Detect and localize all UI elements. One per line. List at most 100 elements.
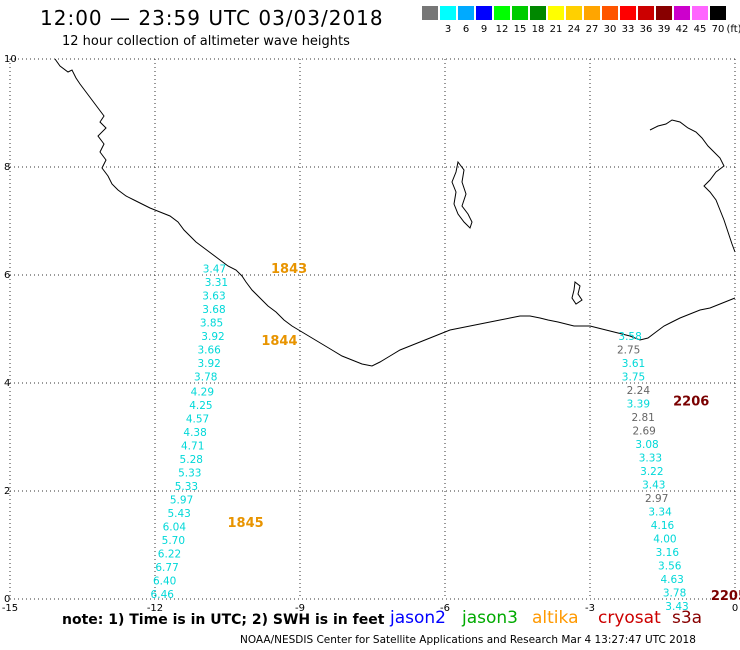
wave-height-value: 6.40 (153, 575, 176, 587)
legend-label: 12 (495, 24, 509, 35)
x-tick-label: -15 (2, 603, 18, 614)
satellite-label: jason3 (462, 608, 518, 628)
x-tick-label: 0 (732, 603, 738, 614)
wave-height-value: 3.78 (663, 587, 686, 599)
wave-height-value: 3.34 (648, 506, 672, 518)
legend-swatch (638, 6, 654, 20)
legend-label: 27 (585, 24, 599, 35)
footer-note: note: 1) Time is in UTC; 2) SWH is in fe… (62, 612, 385, 628)
wave-height-value: 3.66 (197, 344, 221, 356)
credit-line: NOAA/NESDIS Center for Satellite Applica… (240, 634, 696, 646)
wave-height-value: 2.97 (645, 493, 668, 505)
wave-height-value: 6.46 (151, 589, 175, 601)
wave-height-value: 5.28 (180, 454, 203, 466)
wave-height-value: 4.57 (186, 413, 209, 425)
legend-swatch (458, 6, 474, 20)
pass-time-label: 1843 (271, 262, 307, 277)
legend-label: 21 (549, 24, 563, 35)
legend-label: 6 (462, 24, 470, 35)
wave-height-value: 5.97 (170, 494, 193, 506)
legend-swatch (656, 6, 672, 20)
legend-label: 9 (480, 24, 488, 35)
lat-lon-grid (9, 58, 736, 600)
wave-height-value: 3.68 (202, 304, 225, 316)
legend-swatch (440, 6, 456, 20)
wave-height-value: 3.75 (622, 371, 645, 383)
axis-labels: -15 -12 -9 -6 -3 0 0 2 4 6 8 10 (2, 54, 738, 614)
legend-swatch (512, 6, 528, 20)
wave-height-value: 2.69 (632, 425, 655, 437)
legend-label: 36 (639, 24, 653, 35)
map-subtitle: 12 hour collection of altimeter wave hei… (62, 34, 350, 49)
wave-height-value: 3.58 (618, 331, 641, 343)
y-tick-label: 8 (4, 162, 10, 173)
legend-swatch (548, 6, 564, 20)
wave-height-value: 4.29 (191, 386, 214, 398)
x-tick-label: -9 (295, 603, 305, 614)
wave-height-value: 6.22 (158, 548, 181, 560)
legend-swatch (494, 6, 510, 20)
coastline-segment (571, 281, 583, 305)
wave-height-value: 3.78 (194, 371, 217, 383)
wave-height-value: 3.43 (642, 479, 665, 491)
pass-time-label: 2206 (673, 395, 709, 410)
wave-height-value: 4.71 (181, 440, 204, 452)
wave-height-value: 3.33 (639, 452, 662, 464)
wave-height-value: 5.70 (162, 535, 185, 547)
wave-height-value: 3.43 (665, 601, 688, 613)
satellite-label: cryosat (598, 608, 661, 628)
wave-height-value: 3.22 (640, 466, 663, 478)
wave-height-value: 3.92 (201, 331, 224, 343)
wave-height-value: 6.77 (155, 562, 178, 574)
coastline-segment (451, 160, 473, 229)
x-tick-label: -6 (440, 603, 450, 614)
satellite-label: jason2 (390, 608, 446, 628)
x-tick-label: -3 (585, 603, 595, 614)
wave-height-value: 2.81 (631, 412, 654, 424)
coastline (54, 58, 736, 367)
satellite-label: altika (532, 608, 579, 628)
y-tick-label: 2 (4, 486, 10, 497)
wave-height-value: 2.75 (617, 344, 640, 356)
legend-swatch (530, 6, 546, 20)
wave-height-value: 2.24 (627, 385, 651, 397)
map-title: 12:00 — 23:59 UTC 03/03/2018 (40, 6, 384, 30)
wave-height-value: 3.31 (205, 277, 228, 289)
legend-swatch (674, 6, 690, 20)
wave-height-value: 3.39 (627, 398, 650, 410)
wave-height-value: 3.63 (202, 290, 225, 302)
wave-height-value: 3.92 (197, 358, 220, 370)
legend-swatch (584, 6, 600, 20)
coastline-segment (54, 58, 736, 367)
legend-label: 30 (603, 24, 617, 35)
altimeter-tracks: 3.473.313.633.683.853.923.663.923.784.29… (151, 263, 689, 613)
legend-swatch (692, 6, 708, 20)
legend-label: 15 (513, 24, 527, 35)
legend-swatch (602, 6, 618, 20)
legend-swatch (422, 6, 438, 20)
legend-label: 24 (567, 24, 581, 35)
legend-label: 33 (621, 24, 635, 35)
legend-label: 3 (444, 24, 452, 35)
wave-height-value: 4.16 (651, 520, 675, 532)
wave-height-value: 4.00 (653, 533, 676, 545)
coastline-segment (649, 119, 736, 253)
wave-height-value: 5.33 (178, 467, 201, 479)
satellite-label: s3a (672, 608, 703, 628)
legend-label: 45 (693, 24, 707, 35)
wave-height-value: 3.08 (635, 439, 658, 451)
pass-time-label: 1845 (228, 516, 264, 531)
map-frame (10, 59, 735, 599)
legend-unit: (ft) (726, 24, 740, 35)
legend-label: 39 (657, 24, 671, 35)
wave-height-value: 4.25 (189, 400, 212, 412)
pass-time-labels: 1843 1844 1845 2206 2205 (228, 262, 740, 604)
pass-time-label: 2205 (711, 589, 740, 604)
wave-height-value: 3.16 (656, 547, 680, 559)
x-tick-label: -12 (147, 603, 163, 614)
wave-height-value: 5.43 (167, 508, 190, 520)
legend-swatch (476, 6, 492, 20)
legend-swatch (620, 6, 636, 20)
legend-label: 18 (531, 24, 545, 35)
